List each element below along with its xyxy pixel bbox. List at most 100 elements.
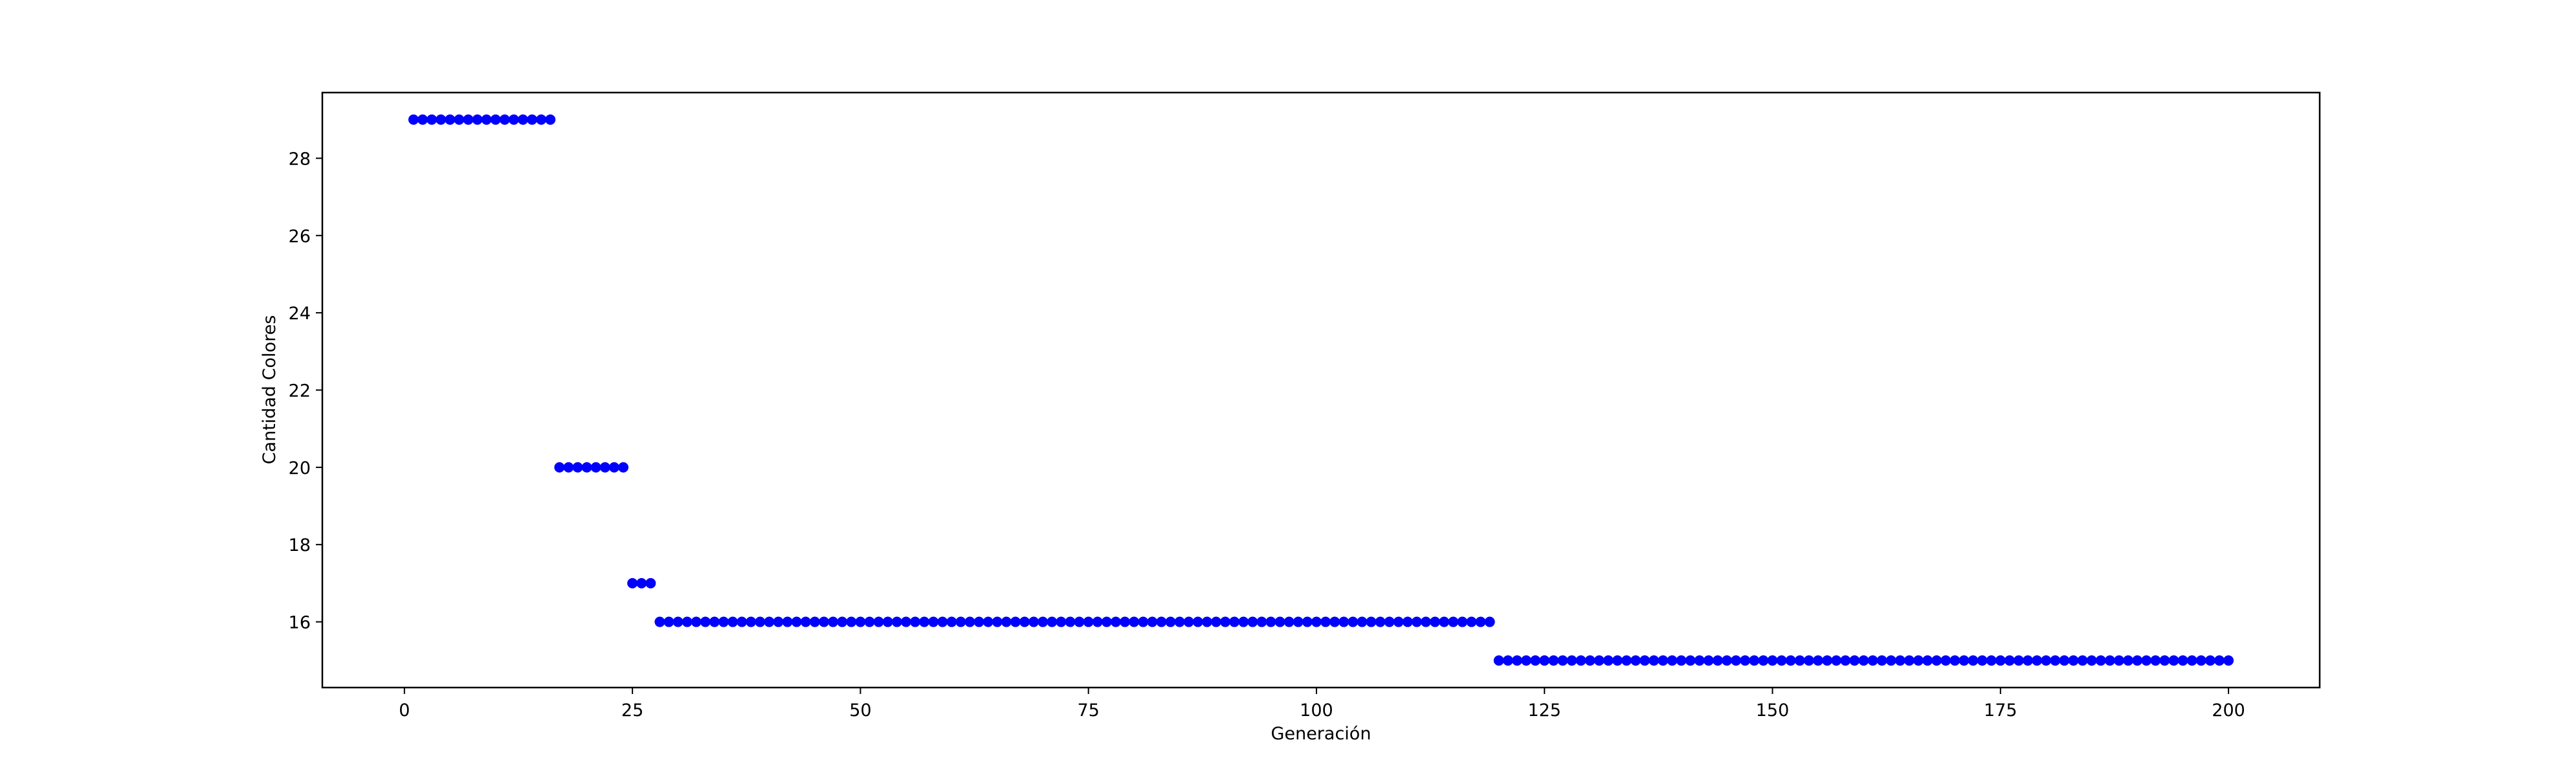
data-point xyxy=(809,616,820,627)
data-point xyxy=(1658,655,1669,666)
data-point xyxy=(436,114,447,125)
data-point xyxy=(1593,655,1604,666)
data-point xyxy=(1621,655,1632,666)
data-point xyxy=(1676,655,1687,666)
data-point xyxy=(2123,655,2134,666)
data-point xyxy=(1183,616,1194,627)
data-point xyxy=(663,616,674,627)
data-point xyxy=(855,616,866,627)
data-point xyxy=(955,616,966,627)
data-point xyxy=(1731,655,1742,666)
data-point xyxy=(1603,655,1614,666)
data-point xyxy=(463,114,474,125)
data-point xyxy=(1822,655,1833,666)
x-tick-label: 125 xyxy=(1527,700,1561,721)
data-point xyxy=(1466,616,1477,627)
data-point xyxy=(1913,655,1924,666)
data-point xyxy=(672,616,683,627)
data-point xyxy=(1539,655,1550,666)
data-point xyxy=(1065,616,1076,627)
data-point xyxy=(1448,616,1459,627)
data-point xyxy=(1867,655,1878,666)
data-point xyxy=(900,616,911,627)
data-point xyxy=(846,616,857,627)
data-point xyxy=(1293,616,1304,627)
y-tick-label: 18 xyxy=(289,535,311,555)
data-point xyxy=(490,114,501,125)
data-point xyxy=(627,577,638,588)
data-point xyxy=(1256,616,1267,627)
data-point xyxy=(1484,616,1495,627)
data-point xyxy=(782,616,793,627)
data-point xyxy=(928,616,939,627)
data-point xyxy=(1101,616,1112,627)
data-point xyxy=(1758,655,1769,666)
data-point xyxy=(1165,616,1176,627)
data-point xyxy=(2214,655,2225,666)
data-point xyxy=(937,616,948,627)
data-point xyxy=(2068,655,2079,666)
data-point xyxy=(1493,655,1504,666)
data-point xyxy=(737,616,748,627)
data-point xyxy=(1703,655,1714,666)
data-point xyxy=(1612,655,1623,666)
data-point xyxy=(1019,616,1030,627)
data-point xyxy=(1575,655,1586,666)
data-point xyxy=(2041,655,2052,666)
data-point xyxy=(1402,616,1413,627)
data-point xyxy=(1566,655,1577,666)
data-point xyxy=(1968,655,1979,666)
data-point xyxy=(882,616,893,627)
data-point xyxy=(1038,616,1049,627)
x-tick-label: 50 xyxy=(849,700,871,721)
data-point xyxy=(1192,616,1203,627)
data-point xyxy=(1904,655,1915,666)
data-point xyxy=(1740,655,1751,666)
data-point xyxy=(1229,616,1240,627)
data-point xyxy=(1521,655,1532,666)
data-point xyxy=(873,616,884,627)
data-point xyxy=(1977,655,1988,666)
data-point xyxy=(1794,655,1805,666)
data-point xyxy=(1649,655,1660,666)
data-point xyxy=(2168,655,2179,666)
data-point xyxy=(1667,655,1678,666)
data-point xyxy=(1630,655,1641,666)
data-point xyxy=(2104,655,2115,666)
data-point xyxy=(1940,655,1951,666)
data-point xyxy=(1584,655,1595,666)
y-tick-label: 24 xyxy=(289,304,311,324)
data-point xyxy=(1530,655,1541,666)
data-point xyxy=(518,114,529,125)
y-tick-label: 16 xyxy=(289,613,311,633)
data-point xyxy=(1894,655,1905,666)
data-point xyxy=(1803,655,1814,666)
data-point xyxy=(1502,655,1513,666)
data-point xyxy=(536,114,547,125)
data-point xyxy=(1220,616,1231,627)
data-point xyxy=(837,616,848,627)
data-point xyxy=(1001,616,1012,627)
plot-area xyxy=(321,91,2321,689)
data-point xyxy=(919,616,930,627)
data-point xyxy=(2150,655,2161,666)
data-point xyxy=(545,114,556,125)
data-point xyxy=(891,616,902,627)
data-point xyxy=(1548,655,1559,666)
y-tick-label: 28 xyxy=(289,149,311,169)
data-point xyxy=(946,616,957,627)
data-point xyxy=(2032,655,2043,666)
data-point xyxy=(1138,616,1149,627)
data-point xyxy=(1475,616,1486,627)
y-tick-label: 20 xyxy=(289,458,311,478)
x-tick-label: 150 xyxy=(1756,700,1790,721)
data-point xyxy=(581,462,592,473)
data-point xyxy=(618,462,629,473)
data-point xyxy=(1311,616,1322,627)
y-axis-ticks: 16 18 20 22 24 26 28 xyxy=(289,149,322,633)
data-point xyxy=(1922,655,1933,666)
data-point xyxy=(864,616,875,627)
data-point xyxy=(1812,655,1823,666)
data-point xyxy=(1274,616,1285,627)
data-point xyxy=(1384,616,1395,627)
